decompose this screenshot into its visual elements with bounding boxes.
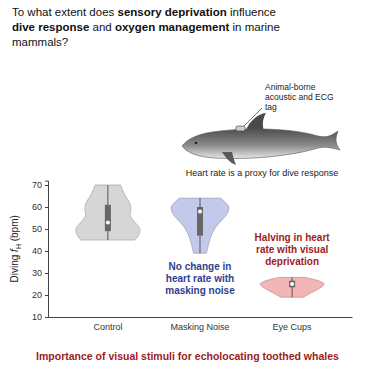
x-axis-line <box>49 317 353 318</box>
tag-label-line: Animal-borne <box>265 82 316 92</box>
annotation-line: Halving in heart <box>255 232 331 243</box>
y-tick-mark <box>45 317 48 318</box>
y-tick-mark <box>45 295 48 296</box>
annotation-line: rate with visual <box>256 244 328 255</box>
annotation-line: deprivation <box>265 256 319 267</box>
y-axis-line <box>45 181 49 317</box>
title-line: dive response and oxygen management in m… <box>12 21 280 33</box>
title: To what extent does sensory deprivation … <box>12 6 280 48</box>
y-tick-mark <box>45 185 48 186</box>
tag <box>236 126 245 131</box>
y-tick-label: 50 <box>32 224 42 234</box>
box <box>289 281 295 288</box>
violin <box>76 185 140 240</box>
porpoise-flipper <box>222 152 236 165</box>
violin <box>171 198 229 253</box>
violin <box>260 277 324 297</box>
y-tick-mark <box>45 207 48 208</box>
annotation-line: No change in <box>169 261 232 272</box>
y-tick: 20 <box>32 290 48 300</box>
title-text: and <box>89 21 115 33</box>
y-axis-title: Diving fH (bpm) <box>9 215 22 282</box>
porpoise-body <box>182 129 340 159</box>
x-tick: Control <box>93 322 122 332</box>
y-axis: 10 20 30 40 50 60 70 <box>32 180 49 322</box>
median <box>290 282 294 286</box>
caption: Heart rate is a proxy for dive response <box>186 168 339 178</box>
x-tick-label: Masking Noise <box>170 322 229 332</box>
x-tick-label: Eye Cups <box>273 322 313 332</box>
annotation: Halving in heartrate with visualdeprivat… <box>255 232 331 267</box>
conclusion: Importance of visual stimuli for echoloc… <box>36 350 339 362</box>
title-text: mammals? <box>12 36 68 48</box>
x-tick-label: Control <box>93 322 122 332</box>
x-tick: Masking Noise <box>170 322 229 332</box>
title-text: influence <box>227 6 276 18</box>
tag-label: Animal-borneacoustic and ECGtag <box>265 82 334 112</box>
box <box>197 207 203 236</box>
y-tick-label: 70 <box>32 180 42 190</box>
y-tick: 40 <box>32 246 48 256</box>
y-tick-label: 20 <box>32 290 42 300</box>
y-tick-mark <box>45 251 48 252</box>
y-tick-mark <box>45 229 48 230</box>
annotation: No change inheart rate withmasking noise <box>165 261 235 296</box>
tag-label-line: acoustic and ECG <box>265 92 334 102</box>
median <box>106 220 110 224</box>
title-line: To what extent does sensory deprivation … <box>12 6 276 18</box>
y-axis-title-part: (bpm) <box>9 215 20 244</box>
annotation-line: heart rate with <box>166 273 234 284</box>
y-tick: 60 <box>32 202 48 212</box>
graphical-abstract: To what extent does sensory deprivation … <box>0 0 375 375</box>
y-tick: 10 <box>32 312 48 322</box>
y-axis-title-part: Diving <box>9 252 20 283</box>
y-tick-label: 40 <box>32 246 42 256</box>
x-axis: Control Masking Noise Eye Cups <box>49 318 353 333</box>
y-tick: 70 <box>32 180 48 190</box>
tag-label-line: tag <box>265 102 277 112</box>
title-text: To what extent does <box>12 6 117 18</box>
y-tick: 30 <box>32 268 48 278</box>
porpoise-eye <box>195 142 198 145</box>
y-tick-label: 30 <box>32 268 42 278</box>
y-tick: 50 <box>32 224 48 234</box>
box <box>105 205 111 231</box>
title-line: mammals? <box>12 36 68 48</box>
x-tick: Eye Cups <box>273 322 313 332</box>
y-tick-label: 10 <box>32 312 42 322</box>
title-text: in marine <box>229 21 280 33</box>
y-tick-label: 60 <box>32 202 42 212</box>
annotation-line: masking noise <box>165 285 235 296</box>
median <box>198 209 202 213</box>
y-tick-mark <box>45 273 48 274</box>
tag-pointer <box>244 108 262 126</box>
title-emphasis: oxygen management <box>115 21 230 33</box>
title-emphasis: dive response <box>12 21 89 33</box>
title-emphasis: sensory deprivation <box>117 6 226 18</box>
porpoise-illustration <box>182 108 340 165</box>
